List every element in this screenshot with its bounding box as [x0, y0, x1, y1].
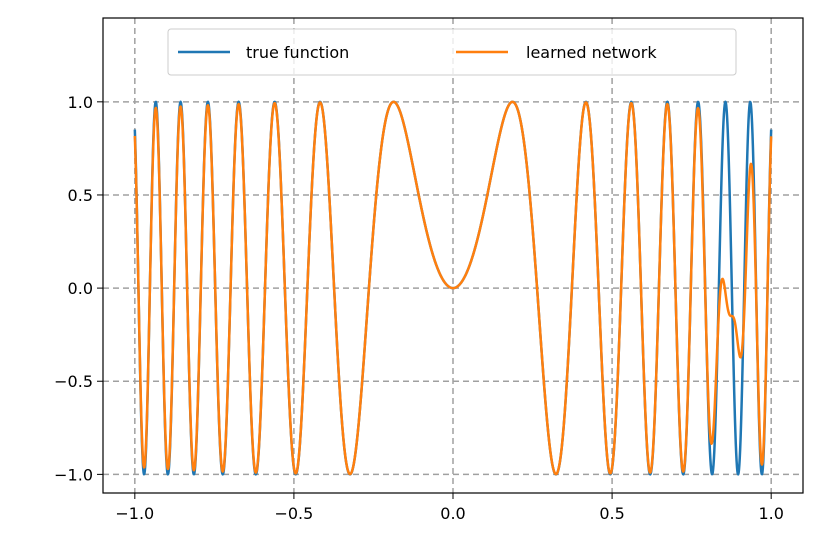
- y-tick-label-0: −1.0: [54, 465, 93, 484]
- line-learned-network: [133, 100, 773, 476]
- x-tick-label-3: 0.5: [599, 504, 624, 523]
- x-tick-label-1: −0.5: [274, 504, 313, 523]
- x-tick-label-2: 0.0: [440, 504, 465, 523]
- x-tick-label-4: 1.0: [758, 504, 783, 523]
- series-learned-network: [133, 100, 773, 476]
- y-tick-label-1: −0.5: [54, 372, 93, 391]
- y-tick-label-4: 1.0: [68, 93, 93, 112]
- x-tick-label-0: −1.0: [115, 504, 154, 523]
- legend-label-true-function: true function: [246, 43, 349, 62]
- y-tick-label-3: 0.5: [68, 186, 93, 205]
- axis-ticks: −1.0 −0.5 0.0 0.5 1.0 −1.0 −0.5 0.0 0.5 1.0: [54, 93, 784, 523]
- legend-box: [167, 28, 737, 76]
- y-tick-label-2: 0.0: [68, 279, 93, 298]
- legend: true function learned network: [167, 28, 737, 76]
- legend-label-learned-network: learned network: [526, 43, 657, 62]
